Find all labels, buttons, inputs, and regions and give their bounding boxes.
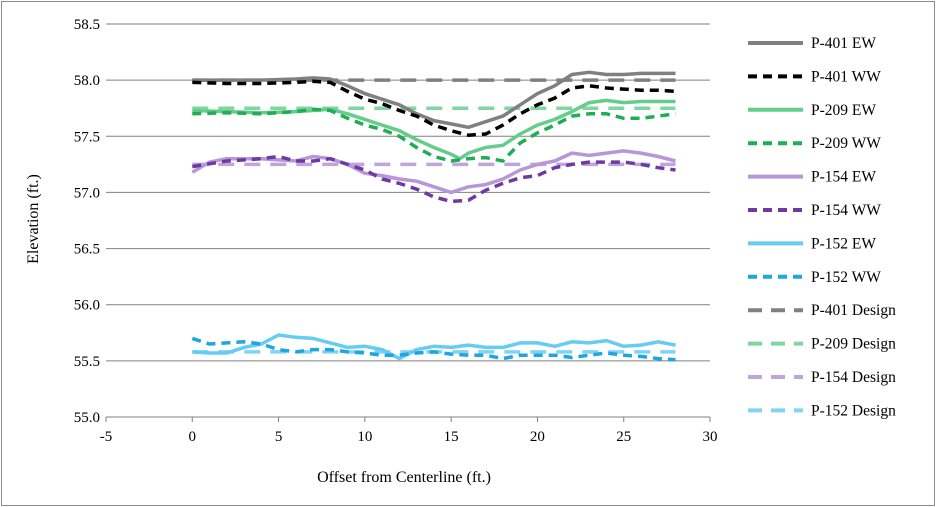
y-tick-label: 55.0 xyxy=(74,410,100,426)
legend-label: P-154 WW xyxy=(811,202,881,219)
legend-label: P-209 EW xyxy=(811,102,876,119)
series-line-p-152-ww xyxy=(191,336,676,362)
legend-label: P-154 Design xyxy=(811,369,896,386)
series-line-p-154-ww xyxy=(192,154,676,204)
y-tick-labels: 55.0 55.5 56.0 56.5 57.0 57.5 58.0 58.5 xyxy=(74,17,100,426)
axes xyxy=(105,416,711,422)
x-axis-title: Offset from Centerline (ft.) xyxy=(317,469,491,486)
y-tick-label: 58.0 xyxy=(74,73,100,89)
series-line-p-154-ew xyxy=(191,149,676,195)
x-tick-label: 5 xyxy=(275,429,283,445)
series-line-p-209-ww xyxy=(192,107,676,163)
legend-label: P-152 EW xyxy=(811,235,876,252)
x-tick-label: 0 xyxy=(189,429,197,445)
legend-label: P-209 Design xyxy=(811,336,896,353)
x-tick-label: 30 xyxy=(703,429,718,445)
legend-label: P-154 EW xyxy=(811,169,876,186)
y-tick-label: 58.5 xyxy=(74,17,100,33)
series-line-p-401-ew xyxy=(192,70,676,130)
legend-label: P-401 Design xyxy=(811,302,896,319)
legend-label: P-401 EW xyxy=(811,35,876,52)
legend-label: P-209 WW xyxy=(811,135,881,152)
legend-label: P-152 WW xyxy=(811,269,881,286)
x-tick-label: 20 xyxy=(530,429,545,445)
x-tick-label: 10 xyxy=(357,429,372,445)
y-tick-label: 56.0 xyxy=(74,298,100,314)
x-tick-label: 25 xyxy=(616,429,631,445)
series-line-p-152-ew xyxy=(192,333,676,361)
x-tick-label: -5 xyxy=(100,429,113,445)
x-tick-label: 15 xyxy=(444,429,459,445)
legend-label: P-401 WW xyxy=(811,68,881,85)
y-tick-label: 56.5 xyxy=(74,242,100,258)
series-line-p-401-ww xyxy=(192,79,676,137)
legend-label: P-152 Design xyxy=(811,402,896,419)
legend: P-401 EW P-401 WW P-209 EW P-209 WW P-154 EW… xyxy=(748,35,896,419)
y-axis-title: Elevation (ft.) xyxy=(25,174,42,264)
y-tick-label: 55.5 xyxy=(74,354,100,370)
y-tick-label: 57.5 xyxy=(74,129,100,145)
y-tick-label: 57.0 xyxy=(74,185,100,201)
x-tick-labels: -5 0 5 10 15 20 25 30 xyxy=(100,429,718,445)
plot-area xyxy=(191,70,676,362)
